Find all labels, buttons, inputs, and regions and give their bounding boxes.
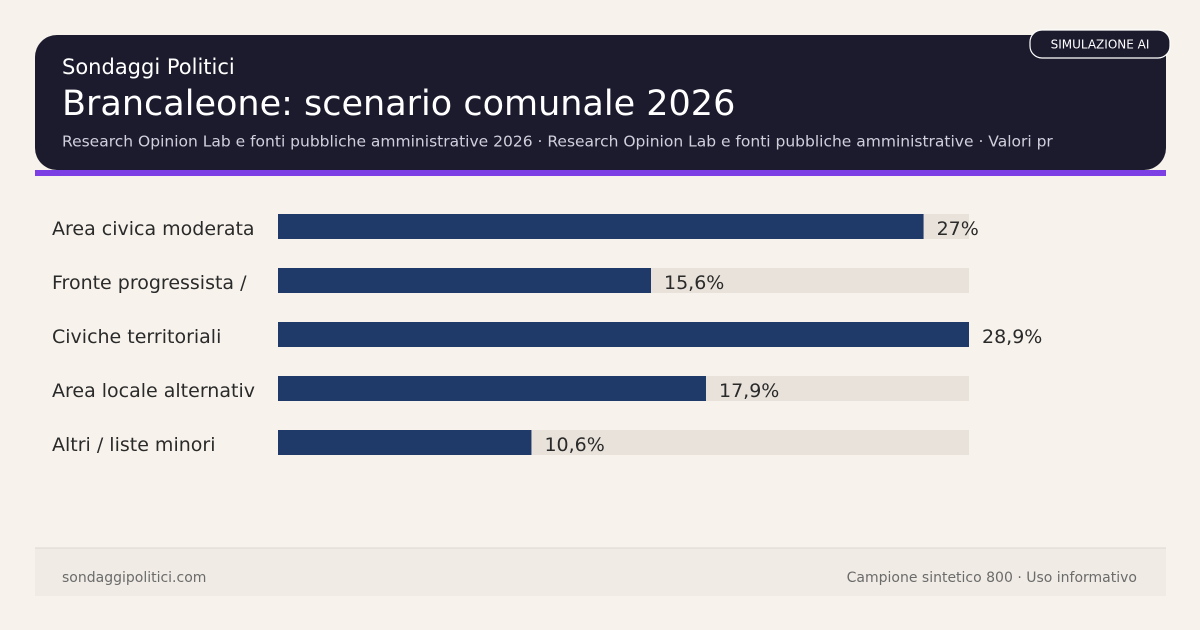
category-label: Area civica moderata (52, 218, 255, 240)
bar (278, 430, 532, 455)
chart-title: Brancaleone: scenario comunale 2026 (62, 84, 735, 124)
badge-box (1029, 29, 1171, 59)
value-label: 15,6% (664, 272, 724, 294)
footer-left: sondaggipolitici.com (62, 570, 206, 586)
bar (278, 376, 706, 401)
category-label: Area locale alternativ (52, 380, 255, 402)
value-label: 17,9% (719, 380, 779, 402)
category-label: Civiche territoriali (52, 326, 221, 348)
kicker: Sondaggi Politici (62, 55, 235, 79)
category-label: Altri / liste minori (52, 434, 215, 456)
value-label: 27% (937, 218, 979, 240)
accent-bar (35, 170, 1166, 176)
category-label: Fronte progressista / (52, 272, 247, 294)
badge: SIMULAZIONE AI (1051, 38, 1150, 52)
bar (278, 268, 651, 293)
bar (278, 322, 969, 347)
footer-band (35, 548, 1166, 596)
footer-right: Campione sintetico 800 · Uso informativo (847, 570, 1137, 586)
value-label: 10,6% (544, 434, 604, 456)
bar (278, 214, 924, 239)
value-label: 28,9% (982, 326, 1042, 348)
subtitle: Research Opinion Lab e fonti pubbliche a… (62, 133, 1053, 151)
header (35, 35, 1166, 170)
